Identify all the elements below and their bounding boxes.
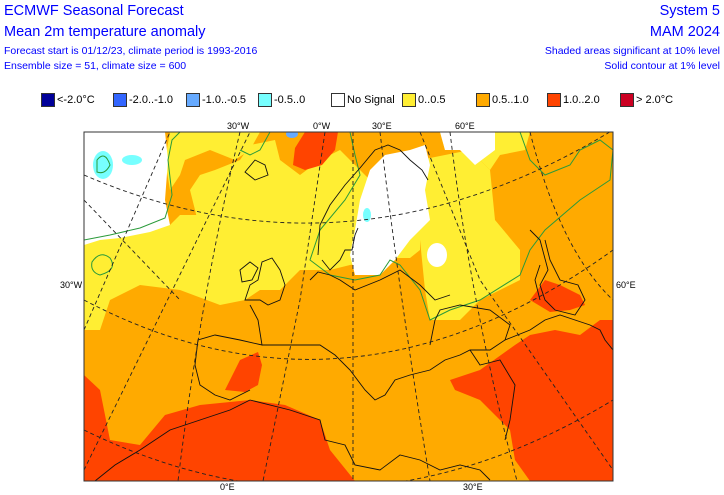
legend-item: <-2.0°C — [41, 93, 95, 107]
legend-item: > 2.0°C — [620, 93, 673, 107]
significance-contour-lines — [84, 132, 613, 321]
legend-label: 0.5..1.0 — [492, 94, 529, 106]
no-signal-patch — [427, 243, 447, 267]
lon-label-bottom: 30°E — [463, 482, 483, 492]
lon-label-left: 30°W — [60, 280, 83, 290]
legend-item: -0.5..0 — [258, 93, 305, 107]
legend-swatch — [113, 93, 127, 107]
legend-label: -0.5..0 — [274, 94, 306, 106]
legend-swatch — [258, 93, 272, 107]
significance-contour: Solid contour at 1% level — [604, 60, 720, 72]
significance-shaded: Shaded areas significant at 10% level — [544, 45, 720, 57]
legend-item: 1.0..2.0 — [547, 93, 600, 107]
cool-anomaly-patch — [363, 208, 371, 222]
legend-swatch — [476, 93, 490, 107]
forecast-info: Forecast start is 01/12/23, climate peri… — [4, 45, 258, 57]
legend-label: 1.0..2.0 — [563, 94, 600, 106]
legend-item: -1.0..-0.5 — [186, 93, 246, 107]
figure-subtitle: Mean 2m temperature anomaly — [4, 24, 206, 40]
legend-item: -2.0..-1.0 — [113, 93, 173, 107]
warm-region-iberia — [225, 352, 262, 392]
yellow-region-atlantic — [84, 140, 420, 330]
system-label: System 5 — [659, 3, 720, 19]
warm-region-north-sea — [293, 132, 338, 170]
legend-label: No Signal — [347, 94, 395, 106]
map-frame — [83, 131, 614, 482]
legend-item: 0..0.5 — [402, 93, 446, 107]
legend-label: -1.0..-0.5 — [202, 94, 247, 106]
ensemble-info: Ensemble size = 51, climate size = 600 — [4, 60, 187, 72]
legend-swatch — [41, 93, 55, 107]
lon-label-top: 30°W — [227, 121, 250, 131]
lon-label-top: 30°E — [372, 121, 392, 131]
legend-swatch — [620, 93, 634, 107]
legend-label: -2.0..-1.0 — [129, 94, 174, 106]
legend-swatch — [547, 93, 561, 107]
lon-label-top: 0°W — [313, 121, 331, 131]
warm-region-north-africa — [84, 375, 355, 481]
legend-label: 0..0.5 — [418, 94, 446, 106]
legend-swatch — [331, 93, 345, 107]
no-signal-region-northwest — [84, 132, 170, 245]
coastlines — [94, 144, 613, 481]
lon-label-bottom: 0°E — [220, 482, 235, 492]
graticule — [84, 132, 613, 481]
no-signal-region-northeast — [440, 132, 495, 165]
warm-region-middle-east — [450, 320, 613, 481]
legend-label: <-2.0°C — [57, 94, 95, 106]
legend-item: 0.5..1.0 — [476, 93, 529, 107]
figure-title: ECMWF Seasonal Forecast — [4, 3, 184, 19]
legend-swatch — [402, 93, 416, 107]
legend-label: > 2.0°C — [636, 94, 674, 106]
cool-anomaly-patch — [122, 155, 142, 165]
cool-anomaly-patch — [286, 132, 298, 138]
warm-region-caspian — [530, 280, 585, 312]
lon-label-top: 60°E — [455, 121, 475, 131]
season-label: MAM 2024 — [649, 24, 720, 40]
legend-swatch — [186, 93, 200, 107]
lon-label-right: 60°E — [616, 280, 636, 290]
legend-item: No Signal — [331, 93, 395, 107]
